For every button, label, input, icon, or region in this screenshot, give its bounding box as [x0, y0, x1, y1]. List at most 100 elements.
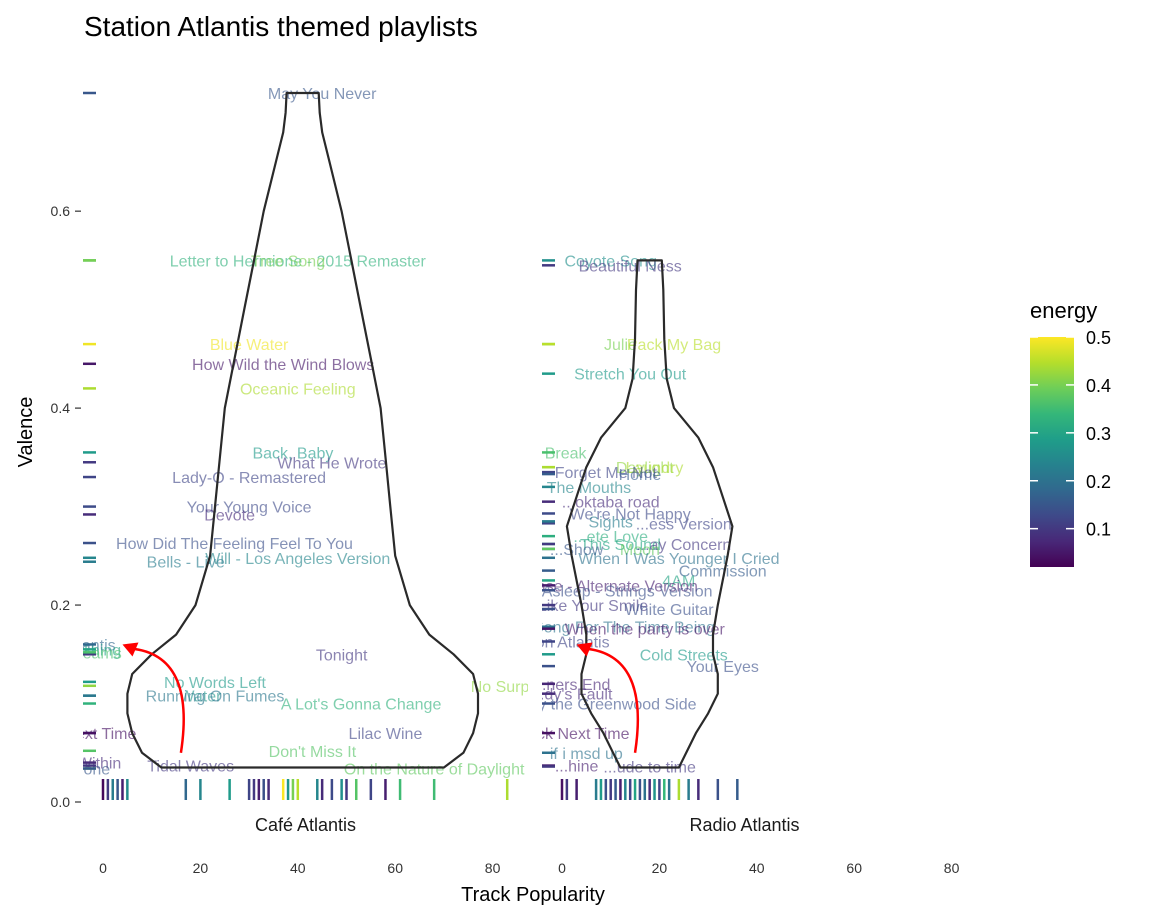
track-label: On the Nature of Daylight	[344, 762, 525, 779]
track-label: Oceanic Feeling	[240, 381, 356, 398]
track-label: When I Was Younger I Cried	[578, 551, 779, 568]
track-label: What He Wrote	[277, 455, 386, 472]
track-label: ...hine	[555, 759, 599, 776]
track-label: Sights	[588, 514, 632, 531]
legend-label: 0.2	[1086, 472, 1111, 492]
track-label: May You Never	[268, 86, 377, 103]
x-tick-label: 20	[193, 860, 209, 876]
track-label: ...oktaba road	[562, 495, 660, 512]
track-label: Commission	[679, 564, 767, 581]
y-axis: 0.0 0.2 0.4 0.6	[51, 203, 81, 810]
y-tick-label: 0.0	[51, 794, 71, 810]
y-tick-label: 0.6	[51, 203, 71, 219]
track-label: ...ess Version	[636, 516, 732, 533]
arrow-head	[122, 642, 139, 657]
track-label: Laundry	[626, 460, 684, 477]
violin-outline	[565, 259, 734, 769]
track-label: Cold Streets	[640, 647, 728, 664]
x-tick-label: 0	[99, 860, 107, 876]
chart-title: Station Atlantis themed playlists	[84, 11, 478, 42]
track-label: ...tion Atlantis	[514, 634, 609, 651]
track-label: Pack My Bag	[627, 337, 721, 354]
track-label: ...ase - Alternate Version	[524, 578, 698, 595]
track-label: Bells - Live	[147, 555, 225, 572]
track-label: We're Not Happy	[570, 506, 691, 523]
track-label: ...dy's Fault	[531, 687, 613, 704]
facet-label: Café Atlantis	[255, 815, 356, 835]
track-label: How Did The Feeling Feel To You	[116, 536, 353, 553]
track-label: ...ay Concern	[636, 537, 731, 554]
track-label: No Words Left	[164, 675, 267, 692]
track-label: ...ck Next Time	[31, 726, 137, 743]
track-label: How Wild the Wind Blows	[192, 357, 374, 374]
track-label: Devote	[204, 507, 255, 524]
track-label: A Lot's Gonna Change	[281, 697, 442, 714]
track-label: Home	[619, 467, 662, 484]
track-label: ...ck Next Time	[524, 726, 630, 743]
violin-outline	[126, 91, 480, 769]
facet-panels: May You Never Letter to Hermione - 2015 R…	[31, 86, 960, 876]
x-tick-label: 80	[485, 860, 501, 876]
track-label: No Surprises	[471, 679, 563, 696]
track-label: Coyote Song	[564, 253, 657, 270]
track-label: ...Show	[550, 542, 604, 559]
x-tick-label: 80	[944, 860, 960, 876]
track-labels: May You Never Letter to Hermione - 2015 R…	[31, 86, 563, 779]
track-label: Don't Miss It	[269, 744, 357, 761]
legend-colorbar	[1030, 337, 1074, 567]
track-label: if i msd up	[550, 746, 623, 763]
arrow-shaft	[584, 647, 640, 753]
track-label: Water	[179, 689, 222, 706]
track-label: Your Eyes	[687, 659, 759, 676]
track-label: Back, Baby	[252, 445, 333, 462]
track-label: ...as The Mouths	[512, 480, 631, 497]
track-label: Lady-O - Remastered	[172, 470, 326, 487]
track-label: Beautiful Ness	[579, 258, 682, 275]
arrow-shaft	[130, 647, 185, 753]
track-label: 4AM	[662, 573, 695, 590]
track-label: Running On Fumes	[146, 689, 285, 706]
track-label: Tonight	[316, 647, 368, 664]
x-tick-label: 40	[749, 860, 765, 876]
track-label: Blue Water	[210, 337, 289, 354]
energy-legend: energy 0.5 0.4 0.3 0.2 0.1	[1030, 298, 1111, 567]
x-tick-label: 60	[387, 860, 403, 876]
track-label: Forget Me Not	[555, 465, 658, 482]
track-label: White Guitar	[625, 602, 715, 619]
x-tick-label: 60	[846, 860, 862, 876]
track-label: This Sound	[580, 537, 661, 554]
track-label: Tree Song	[251, 253, 325, 270]
legend-label: 0.5	[1086, 328, 1111, 348]
facet-panel: May You Never Letter to Hermione - 2015 R…	[31, 86, 563, 876]
track-label: ...Like Your Smile	[525, 598, 649, 615]
legend-label: 0.1	[1086, 520, 1111, 540]
legend-title: energy	[1030, 298, 1097, 323]
facet-label: Radio Atlantis	[689, 815, 799, 835]
track-label: Your Young Voice	[187, 500, 312, 517]
legend-label: 0.4	[1086, 376, 1111, 396]
arrow-head	[576, 642, 593, 657]
x-tick-label: 20	[652, 860, 668, 876]
x-tick-label: 0	[558, 860, 566, 876]
track-label: Lilac Wine	[349, 726, 423, 743]
track-label: ...y the Greenwood Side	[525, 697, 697, 714]
track-label: ...all Asleep - Strings Version	[509, 583, 713, 600]
legend-label: 0.3	[1086, 424, 1111, 444]
track-label: Letter to Hermione - 2015 Remaster	[170, 253, 427, 270]
y-tick-label: 0.4	[51, 400, 71, 416]
y-axis-title: Valence	[15, 397, 37, 468]
x-tick-label: 40	[290, 860, 306, 876]
track-label: Daylight	[616, 460, 674, 477]
track-label: Will - Los Angeles Version	[205, 551, 390, 568]
track-label: ...ete Love	[573, 529, 648, 546]
track-label: ...g Break	[518, 445, 587, 462]
track-label: Julie	[604, 337, 637, 354]
track-label: Moon	[620, 542, 660, 559]
track-label: ...ners End	[533, 677, 610, 694]
track-label: When the party is over	[565, 622, 726, 639]
track-label: Stretch You Out	[574, 367, 687, 384]
x-axis-title: Track Popularity	[461, 884, 605, 906]
